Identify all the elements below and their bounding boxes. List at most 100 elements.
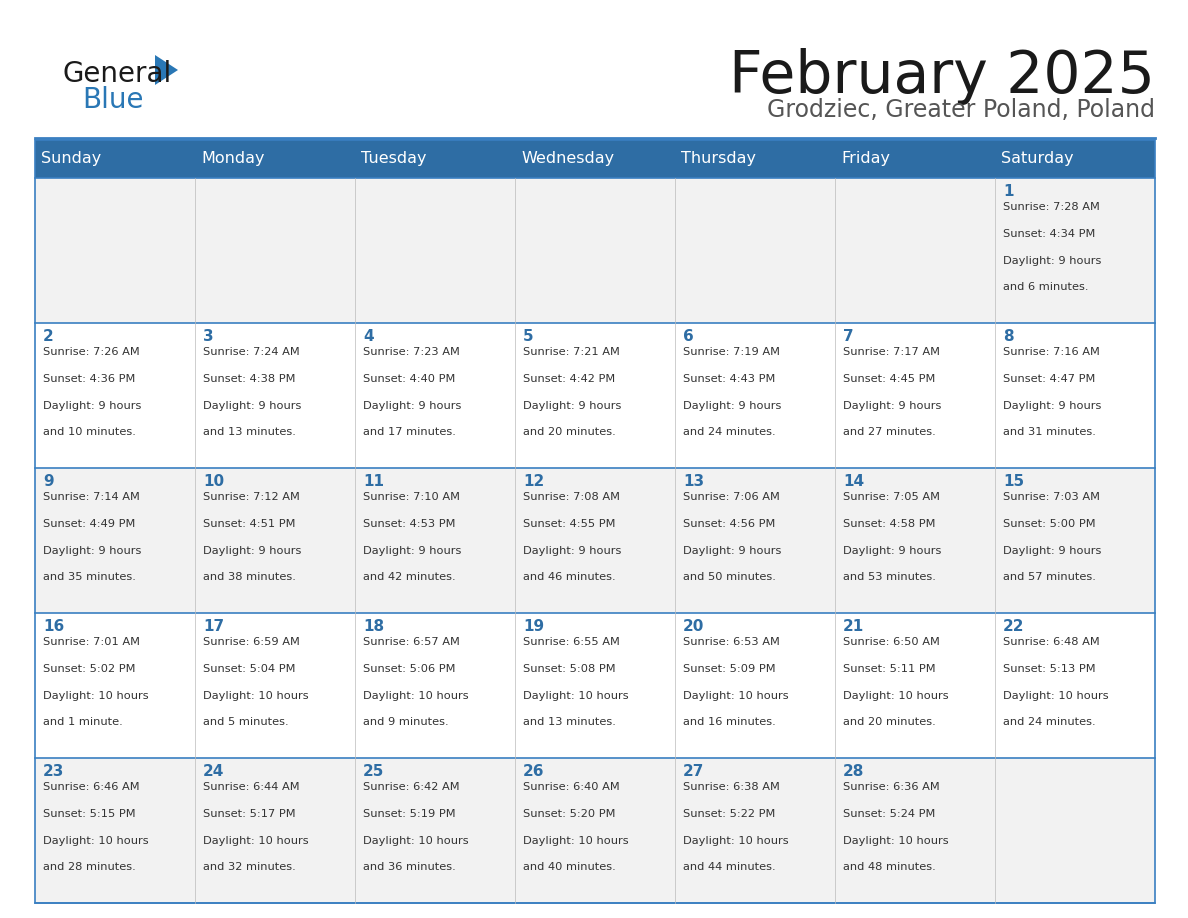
Text: Daylight: 10 hours: Daylight: 10 hours (523, 690, 628, 700)
Text: 4: 4 (364, 329, 373, 344)
Text: Daylight: 9 hours: Daylight: 9 hours (843, 545, 941, 555)
Text: 14: 14 (843, 474, 864, 489)
Text: Daylight: 10 hours: Daylight: 10 hours (364, 835, 468, 845)
Text: Grodziec, Greater Poland, Poland: Grodziec, Greater Poland, Poland (767, 98, 1155, 122)
Text: Sunset: 5:06 PM: Sunset: 5:06 PM (364, 664, 455, 674)
Text: Sunrise: 6:59 AM: Sunrise: 6:59 AM (203, 637, 299, 647)
Text: Daylight: 10 hours: Daylight: 10 hours (43, 690, 148, 700)
Text: and 38 minutes.: and 38 minutes. (203, 573, 296, 583)
Text: and 48 minutes.: and 48 minutes. (843, 863, 936, 872)
Text: Sunset: 5:04 PM: Sunset: 5:04 PM (203, 664, 296, 674)
Text: Sunrise: 7:08 AM: Sunrise: 7:08 AM (523, 492, 620, 502)
Text: Thursday: Thursday (682, 151, 757, 166)
Text: Sunrise: 7:26 AM: Sunrise: 7:26 AM (43, 347, 140, 357)
Text: Sunset: 5:08 PM: Sunset: 5:08 PM (523, 664, 615, 674)
Text: Sunset: 5:15 PM: Sunset: 5:15 PM (43, 809, 135, 819)
Text: 16: 16 (43, 619, 64, 634)
Text: and 44 minutes.: and 44 minutes. (683, 863, 776, 872)
Text: Sunset: 4:51 PM: Sunset: 4:51 PM (203, 519, 296, 529)
Text: Blue: Blue (82, 86, 144, 114)
Text: and 13 minutes.: and 13 minutes. (523, 718, 615, 727)
Text: 25: 25 (364, 764, 385, 779)
Text: 22: 22 (1003, 619, 1024, 634)
Text: Daylight: 10 hours: Daylight: 10 hours (843, 690, 949, 700)
Text: 24: 24 (203, 764, 225, 779)
Text: and 10 minutes.: and 10 minutes. (43, 428, 135, 438)
Text: 7: 7 (843, 329, 854, 344)
Text: and 20 minutes.: and 20 minutes. (843, 718, 936, 727)
Text: Daylight: 10 hours: Daylight: 10 hours (43, 835, 148, 845)
Text: Sunset: 4:40 PM: Sunset: 4:40 PM (364, 374, 455, 384)
Text: Daylight: 9 hours: Daylight: 9 hours (364, 545, 461, 555)
Text: Sunrise: 6:53 AM: Sunrise: 6:53 AM (683, 637, 779, 647)
Text: and 1 minute.: and 1 minute. (43, 718, 122, 727)
Text: 18: 18 (364, 619, 384, 634)
Text: and 6 minutes.: and 6 minutes. (1003, 283, 1088, 293)
Text: Sunset: 5:11 PM: Sunset: 5:11 PM (843, 664, 936, 674)
Text: 13: 13 (683, 474, 704, 489)
Text: Sunday: Sunday (42, 151, 102, 166)
Text: Sunset: 5:09 PM: Sunset: 5:09 PM (683, 664, 776, 674)
Text: Sunrise: 6:40 AM: Sunrise: 6:40 AM (523, 782, 620, 792)
Bar (34, 140, 1155, 903)
Text: Sunrise: 6:55 AM: Sunrise: 6:55 AM (523, 637, 620, 647)
Text: Daylight: 9 hours: Daylight: 9 hours (203, 400, 302, 410)
Text: Daylight: 10 hours: Daylight: 10 hours (203, 690, 309, 700)
Bar (34, 178, 1155, 323)
Text: 15: 15 (1003, 474, 1024, 489)
Text: Sunrise: 7:21 AM: Sunrise: 7:21 AM (523, 347, 620, 357)
Text: Sunrise: 6:48 AM: Sunrise: 6:48 AM (1003, 637, 1100, 647)
Text: and 57 minutes.: and 57 minutes. (1003, 573, 1095, 583)
Text: Daylight: 10 hours: Daylight: 10 hours (843, 835, 949, 845)
Text: Sunset: 5:00 PM: Sunset: 5:00 PM (1003, 519, 1095, 529)
Text: 20: 20 (683, 619, 704, 634)
Text: 27: 27 (683, 764, 704, 779)
Text: 19: 19 (523, 619, 544, 634)
Text: and 53 minutes.: and 53 minutes. (843, 573, 936, 583)
Text: 26: 26 (523, 764, 544, 779)
Text: and 5 minutes.: and 5 minutes. (203, 718, 289, 727)
Text: Sunrise: 7:14 AM: Sunrise: 7:14 AM (43, 492, 140, 502)
Text: and 28 minutes.: and 28 minutes. (43, 863, 135, 872)
Bar (34, 323, 1155, 468)
Text: and 36 minutes.: and 36 minutes. (364, 863, 456, 872)
Text: Sunrise: 6:50 AM: Sunrise: 6:50 AM (843, 637, 940, 647)
Text: 9: 9 (43, 474, 53, 489)
Text: Sunset: 4:34 PM: Sunset: 4:34 PM (1003, 229, 1095, 239)
Text: 28: 28 (843, 764, 865, 779)
Text: Sunset: 5:17 PM: Sunset: 5:17 PM (203, 809, 296, 819)
Text: Sunset: 5:02 PM: Sunset: 5:02 PM (43, 664, 135, 674)
Text: 1: 1 (1003, 184, 1013, 199)
Text: Sunset: 4:45 PM: Sunset: 4:45 PM (843, 374, 935, 384)
Text: and 46 minutes.: and 46 minutes. (523, 573, 615, 583)
Text: Sunrise: 7:23 AM: Sunrise: 7:23 AM (364, 347, 460, 357)
Text: Daylight: 9 hours: Daylight: 9 hours (1003, 400, 1101, 410)
Text: Sunrise: 7:06 AM: Sunrise: 7:06 AM (683, 492, 779, 502)
Text: Sunset: 4:58 PM: Sunset: 4:58 PM (843, 519, 935, 529)
Text: Sunset: 5:13 PM: Sunset: 5:13 PM (1003, 664, 1095, 674)
Text: Sunset: 5:20 PM: Sunset: 5:20 PM (523, 809, 615, 819)
Text: Tuesday: Tuesday (361, 151, 426, 166)
Text: Sunrise: 7:28 AM: Sunrise: 7:28 AM (1003, 202, 1100, 212)
Text: Daylight: 10 hours: Daylight: 10 hours (1003, 690, 1108, 700)
Text: 2: 2 (43, 329, 53, 344)
Text: 12: 12 (523, 474, 544, 489)
Text: Sunset: 4:53 PM: Sunset: 4:53 PM (364, 519, 455, 529)
Text: Sunrise: 6:44 AM: Sunrise: 6:44 AM (203, 782, 299, 792)
Text: Sunset: 5:19 PM: Sunset: 5:19 PM (364, 809, 456, 819)
Text: Sunrise: 7:12 AM: Sunrise: 7:12 AM (203, 492, 299, 502)
Text: Sunset: 4:49 PM: Sunset: 4:49 PM (43, 519, 135, 529)
Text: Sunset: 4:38 PM: Sunset: 4:38 PM (203, 374, 296, 384)
Text: Sunset: 4:36 PM: Sunset: 4:36 PM (43, 374, 135, 384)
Text: Daylight: 9 hours: Daylight: 9 hours (43, 400, 141, 410)
Text: 17: 17 (203, 619, 225, 634)
Polygon shape (154, 55, 178, 85)
Text: Sunset: 5:22 PM: Sunset: 5:22 PM (683, 809, 776, 819)
Text: Sunset: 5:24 PM: Sunset: 5:24 PM (843, 809, 935, 819)
Text: Monday: Monday (202, 151, 265, 166)
Text: and 32 minutes.: and 32 minutes. (203, 863, 296, 872)
Text: and 9 minutes.: and 9 minutes. (364, 718, 449, 727)
Text: Sunrise: 7:24 AM: Sunrise: 7:24 AM (203, 347, 299, 357)
Text: Sunrise: 7:10 AM: Sunrise: 7:10 AM (364, 492, 460, 502)
Bar (34, 140, 1155, 178)
